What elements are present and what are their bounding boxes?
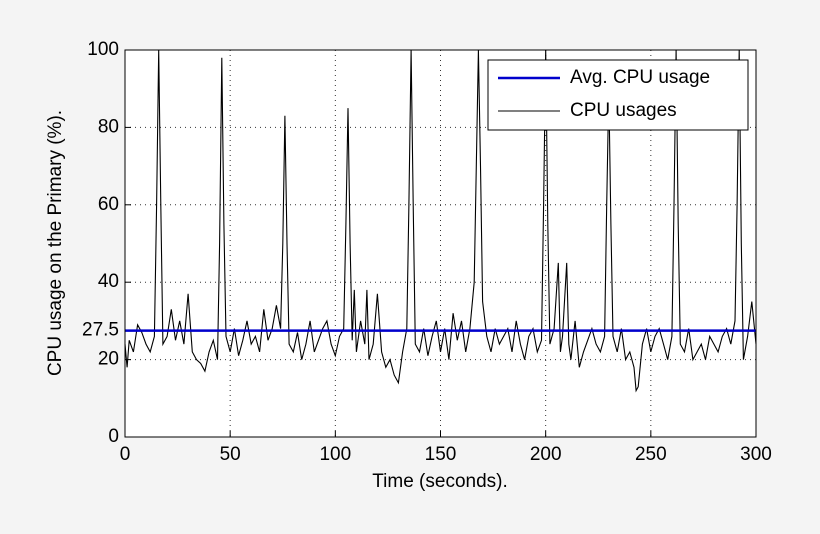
y-tick-label: 20 xyxy=(98,349,119,370)
y-tick-label: 40 xyxy=(98,271,119,292)
x-tick-label: 250 xyxy=(635,444,667,465)
data-line xyxy=(124,49,757,393)
x-tick-label: 0 xyxy=(120,444,131,465)
y-tick-label: 80 xyxy=(98,116,119,137)
x-tick-label: 100 xyxy=(319,444,351,465)
x-tick-label: 200 xyxy=(530,444,562,465)
y-tick-label: 60 xyxy=(98,194,119,215)
x-tick-label: 50 xyxy=(220,444,241,465)
legend-label: CPU usages xyxy=(570,100,677,121)
y-axis-label: CPU usage on the Primary (%). xyxy=(45,110,66,376)
plot-frame xyxy=(124,49,757,438)
y-tick-label: 0 xyxy=(108,426,119,447)
x-axis-label: Time (seconds). xyxy=(372,471,508,492)
y-tick-label: 100 xyxy=(87,39,119,60)
legend-box xyxy=(487,59,749,131)
x-tick-label: 150 xyxy=(425,444,457,465)
legend-label: Avg. CPU usage xyxy=(570,67,710,88)
y-tick-label: 27.5 xyxy=(82,320,119,341)
x-tick-label: 300 xyxy=(740,444,772,465)
